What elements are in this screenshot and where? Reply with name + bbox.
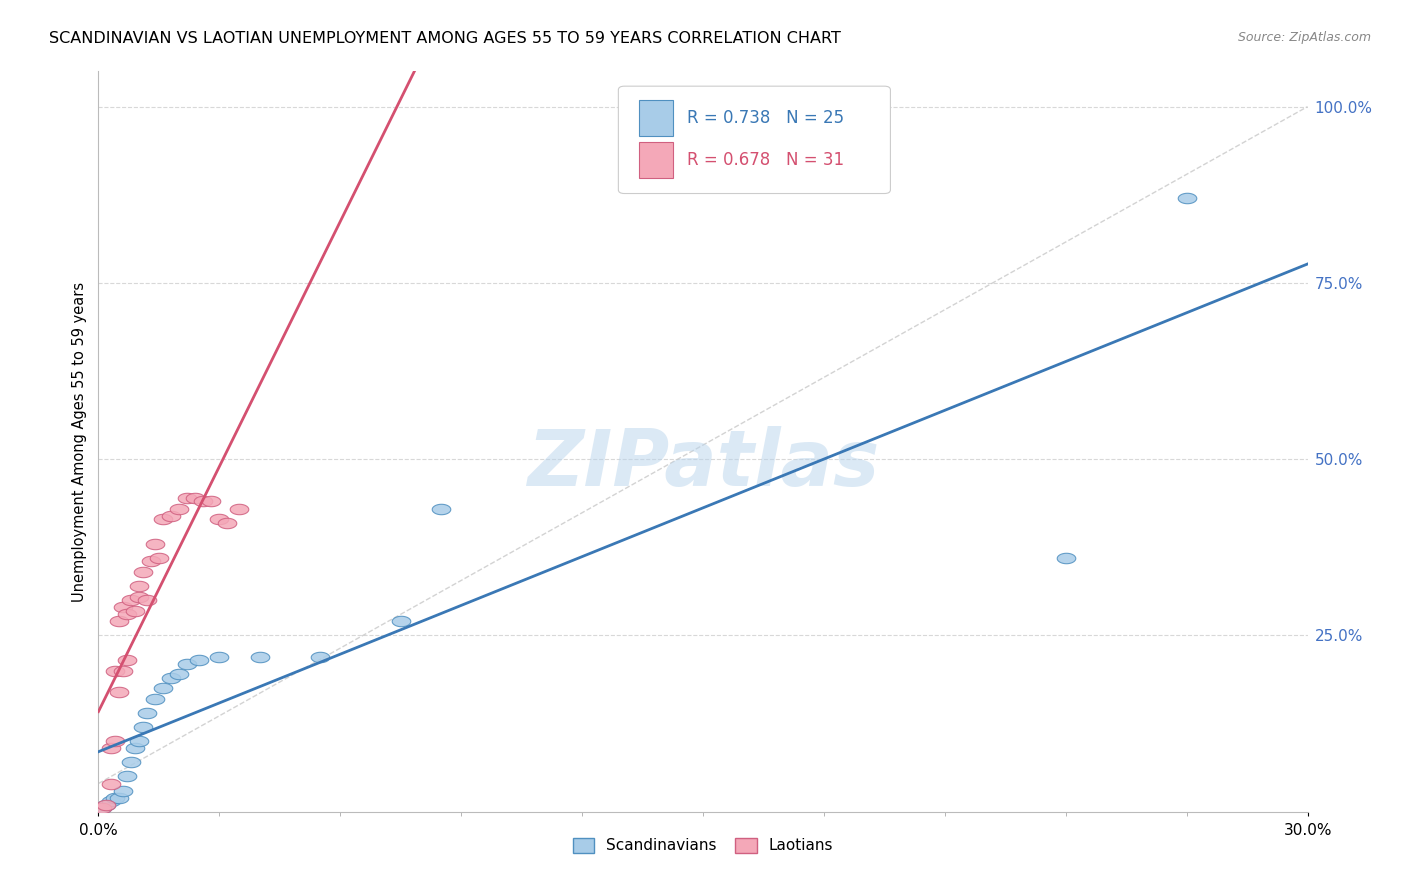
Legend: Scandinavians, Laotians: Scandinavians, Laotians	[567, 832, 839, 860]
Point	[389, 615, 412, 629]
Point	[107, 615, 129, 629]
Y-axis label: Unemployment Among Ages 55 to 59 years: Unemployment Among Ages 55 to 59 years	[72, 282, 87, 601]
Point	[430, 501, 453, 516]
Point	[1175, 191, 1198, 205]
Point	[100, 741, 122, 756]
Point	[143, 537, 166, 551]
Point	[167, 667, 190, 681]
Point	[167, 501, 190, 516]
Point	[217, 516, 239, 530]
Point	[124, 741, 146, 756]
Point	[228, 501, 250, 516]
Point	[124, 604, 146, 618]
Point	[208, 512, 231, 526]
Point	[132, 565, 155, 579]
Point	[143, 692, 166, 706]
Point	[100, 776, 122, 790]
Point	[176, 657, 198, 671]
Point	[152, 512, 174, 526]
Point	[91, 801, 114, 815]
Text: SCANDINAVIAN VS LAOTIAN UNEMPLOYMENT AMONG AGES 55 TO 59 YEARS CORRELATION CHART: SCANDINAVIAN VS LAOTIAN UNEMPLOYMENT AMO…	[49, 31, 841, 46]
Point	[208, 649, 231, 664]
Point	[139, 554, 162, 568]
Point	[103, 734, 125, 748]
FancyBboxPatch shape	[638, 100, 673, 136]
Point	[111, 664, 134, 678]
Point	[115, 607, 138, 622]
Point	[107, 790, 129, 805]
Point	[152, 681, 174, 696]
Point	[111, 600, 134, 615]
Point	[96, 797, 118, 812]
Point	[107, 685, 129, 699]
Point	[115, 769, 138, 783]
Point	[91, 801, 114, 815]
Point	[128, 579, 150, 593]
Point	[103, 664, 125, 678]
Point	[193, 494, 215, 508]
Point	[128, 590, 150, 604]
Point	[132, 720, 155, 734]
Point	[160, 671, 183, 685]
Point	[249, 649, 271, 664]
Point	[111, 783, 134, 797]
FancyBboxPatch shape	[619, 87, 890, 194]
Point	[160, 508, 183, 523]
Point	[184, 491, 207, 505]
FancyBboxPatch shape	[638, 143, 673, 178]
Point	[188, 653, 211, 667]
Point	[120, 756, 142, 770]
Point	[103, 790, 125, 805]
Point	[200, 494, 222, 508]
Point	[1054, 550, 1077, 565]
Point	[120, 593, 142, 607]
Text: Source: ZipAtlas.com: Source: ZipAtlas.com	[1237, 31, 1371, 45]
Point	[128, 734, 150, 748]
Point	[135, 706, 157, 720]
Point	[100, 794, 122, 808]
Text: R = 0.678   N = 31: R = 0.678 N = 31	[688, 152, 845, 169]
Text: R = 0.738   N = 25: R = 0.738 N = 25	[688, 109, 845, 127]
Text: ZIPatlas: ZIPatlas	[527, 425, 879, 502]
Point	[309, 649, 332, 664]
Point	[148, 550, 170, 565]
Point	[96, 797, 118, 812]
Point	[176, 491, 198, 505]
Point	[135, 593, 157, 607]
Point	[115, 653, 138, 667]
